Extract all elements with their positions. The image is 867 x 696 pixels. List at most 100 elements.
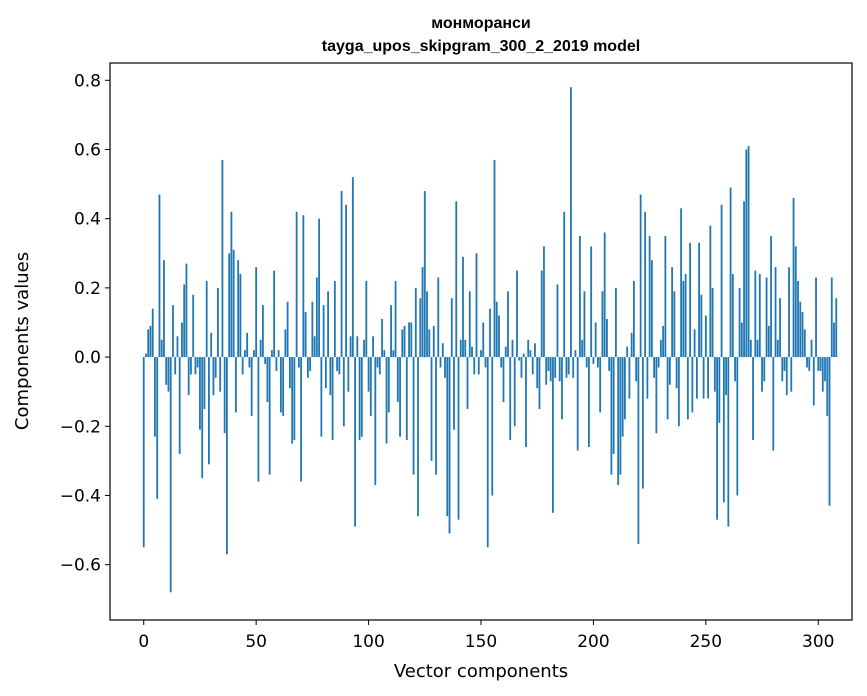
bar-303: [824, 357, 826, 382]
bar-186: [561, 357, 563, 420]
bar-15: [176, 336, 179, 358]
bar-220: [637, 357, 640, 544]
bar-260: [727, 357, 730, 527]
bar-288: [790, 357, 793, 392]
bar-21: [190, 357, 192, 375]
bar-112: [394, 280, 397, 358]
bar-36: [223, 357, 226, 434]
bar-189: [567, 357, 570, 375]
bar-195: [581, 339, 584, 358]
bar-90: [345, 204, 347, 358]
bar-152: [484, 357, 487, 368]
bar-233: [666, 357, 669, 420]
bar-25: [199, 357, 201, 430]
x-tick-label: 50: [245, 632, 267, 652]
bar-285: [783, 357, 786, 371]
bar-239: [680, 208, 683, 358]
bar-107: [383, 350, 386, 358]
bar-67: [293, 357, 296, 441]
bar-210: [615, 287, 617, 358]
bar-286: [785, 357, 788, 396]
bar-231: [662, 325, 665, 358]
bar-279: [770, 235, 772, 358]
bar-108: [385, 357, 388, 444]
bar-192: [574, 350, 577, 358]
bar-1: [145, 353, 147, 358]
bar-294: [803, 329, 806, 358]
bar-247: [698, 242, 700, 358]
bar-126: [426, 291, 428, 358]
bar-268: [745, 149, 748, 358]
bar-246: [695, 357, 698, 399]
bar-236: [673, 291, 676, 358]
bar-222: [641, 357, 644, 489]
bar-109: [387, 357, 390, 413]
bar-98: [363, 339, 365, 358]
bar-176: [538, 357, 541, 409]
bar-263: [734, 357, 736, 382]
bar-282: [776, 339, 779, 358]
bar-183: [554, 357, 557, 378]
bar-193: [576, 357, 579, 451]
bar-211: [617, 357, 620, 486]
bar-200: [592, 357, 595, 364]
bar-177: [540, 270, 543, 358]
y-axis-label: Components values: [12, 252, 33, 430]
bar-144: [466, 357, 469, 409]
bar-17: [181, 322, 183, 358]
x-tick-label: 200: [577, 632, 609, 652]
bar-261: [729, 187, 732, 358]
bar-30: [210, 332, 213, 358]
bar-212: [619, 357, 622, 475]
bar-97: [360, 357, 363, 437]
bar-115: [401, 329, 404, 358]
bar-280: [772, 357, 775, 451]
x-tick-label: 300: [802, 632, 834, 652]
bar-301: [819, 357, 822, 371]
bar-59: [275, 357, 278, 371]
bar-110: [390, 305, 392, 358]
bar-35: [221, 159, 224, 358]
bar-203: [599, 357, 602, 413]
bar-106: [381, 319, 383, 358]
bar-251: [707, 357, 709, 399]
bar-234: [668, 357, 671, 385]
bar-181: [549, 357, 552, 382]
bar-66: [291, 357, 294, 444]
bar-272: [754, 270, 757, 358]
bar-68: [295, 211, 298, 358]
bar-305: [828, 357, 831, 506]
bar-19: [185, 263, 188, 358]
bar-299: [815, 277, 817, 358]
bar-52: [259, 339, 262, 358]
y-tick-label: 0.4: [74, 210, 101, 230]
bar-307: [833, 322, 835, 358]
bar-196: [583, 291, 586, 358]
bar-28: [205, 280, 208, 358]
bar-143: [464, 339, 467, 358]
bar-151: [482, 322, 485, 358]
bar-57: [270, 350, 273, 358]
bar-26: [201, 357, 204, 479]
bar-265: [738, 287, 741, 358]
bar-167: [518, 357, 521, 361]
bar-228: [655, 357, 658, 434]
bar-149: [477, 357, 480, 375]
bar-163: [509, 357, 512, 441]
bar-50: [255, 267, 258, 358]
bar-53: [262, 305, 264, 358]
bar-242: [686, 357, 689, 420]
bar-269: [747, 146, 750, 358]
bar-296: [808, 357, 811, 371]
bars-group: [142, 87, 838, 593]
bar-232: [664, 235, 667, 358]
bar-289: [792, 197, 795, 358]
bar-100: [367, 357, 370, 392]
bar-291: [797, 280, 799, 358]
bar-127: [428, 329, 431, 358]
bar-85: [333, 280, 336, 358]
bar-148: [475, 253, 478, 358]
bar-308: [835, 298, 838, 358]
bar-295: [806, 357, 808, 368]
bar-178: [543, 246, 545, 358]
